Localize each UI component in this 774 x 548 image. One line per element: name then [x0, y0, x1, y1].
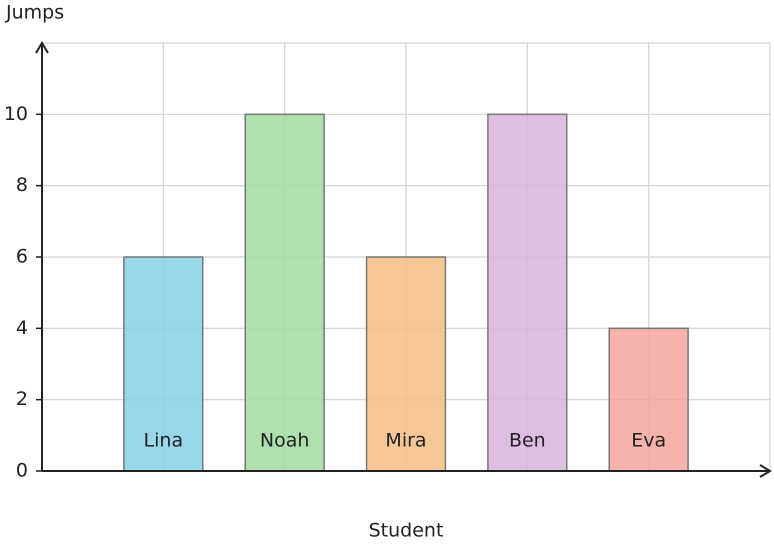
y-tick-label: 0: [16, 460, 28, 482]
x-tick-label: Eva: [631, 430, 666, 452]
bar: [608, 327, 689, 472]
x-tick-label: Mira: [385, 430, 426, 452]
bar: [487, 113, 568, 472]
y-tick-label: 4: [16, 317, 28, 339]
x-axis-label: Student: [369, 520, 444, 542]
x-tick-label: Ben: [509, 430, 546, 452]
y-axis-label: Jumps: [5, 2, 64, 24]
bar: [365, 256, 447, 472]
y-tick-label: 10: [4, 103, 28, 125]
y-axis-arrow: [35, 41, 49, 54]
bar: [123, 256, 204, 472]
x-axis-arrow: [759, 464, 772, 478]
x-tick-label: Lina: [144, 430, 184, 452]
y-tick-label: 2: [16, 388, 28, 410]
x-tick-label: Noah: [260, 430, 310, 452]
y-tick-label: 6: [16, 246, 28, 268]
bar: [244, 113, 325, 472]
y-tick-label: 8: [16, 174, 28, 196]
